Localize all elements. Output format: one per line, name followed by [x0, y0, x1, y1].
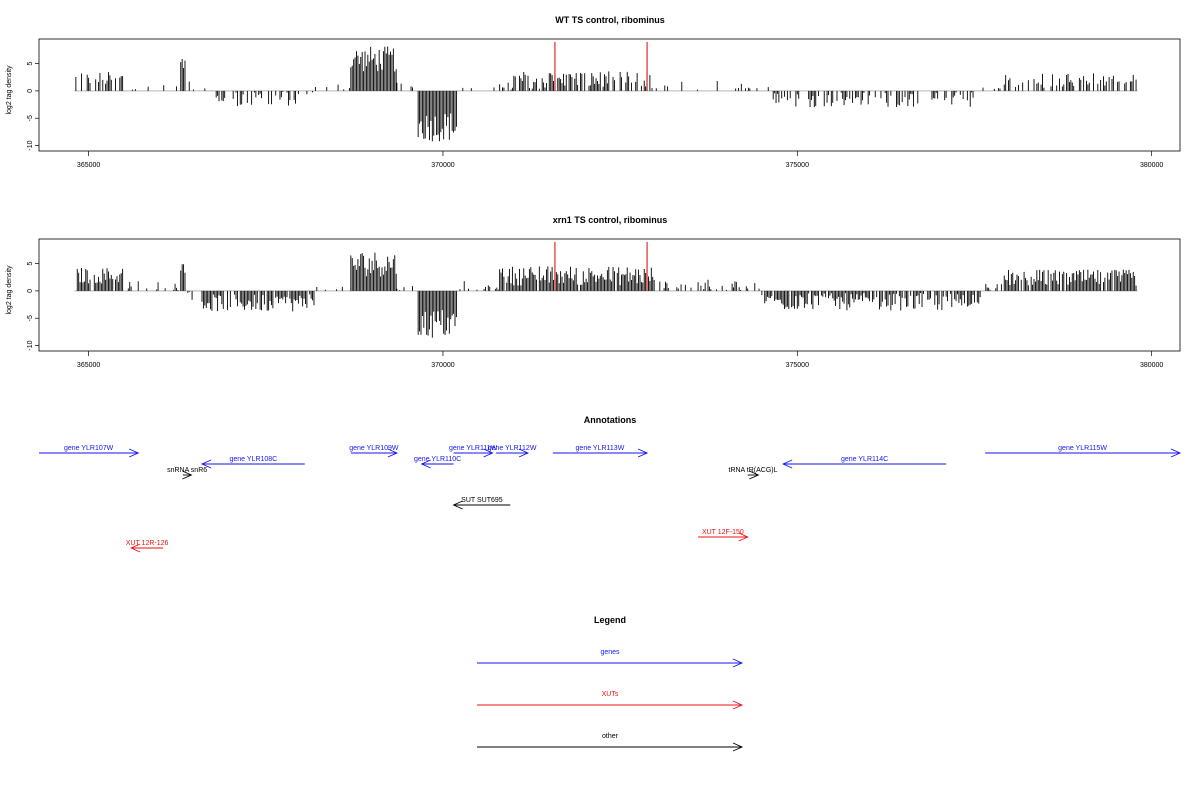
panel-1-ylabel: log2 tag density	[6, 65, 13, 115]
panel-1-frame	[38, 38, 1181, 152]
arrowhead	[732, 658, 744, 668]
panel-1-bars	[74, 46, 1138, 142]
arrowhead	[732, 700, 744, 710]
feature-label: gene YLR115W	[1058, 445, 1107, 452]
y-tick-label: -5	[27, 115, 34, 121]
feature-label: XUT 12F-150	[702, 529, 744, 536]
annotation-feature: tRNA tR(ACG)L	[729, 467, 778, 480]
annotation-feature: snRNA snR6	[167, 467, 207, 480]
feature-label: SUT SUT695	[461, 497, 503, 504]
panel-1-markers	[554, 42, 648, 91]
arrowhead	[182, 470, 193, 480]
panel-2-frame	[38, 238, 1181, 352]
feature-label: gene YLR112W	[488, 445, 537, 452]
panel-1-title: WT TS control, ribominus	[555, 15, 665, 25]
panel-1-y-axis: -10 -5 0 5	[27, 62, 39, 151]
y-tick-label: 0	[27, 289, 34, 293]
x-tick-label: 375000	[786, 162, 809, 169]
panel-2-y-axis: -10 -5 0 5	[27, 262, 39, 351]
annotation-feature: gene YLR107W	[39, 445, 140, 458]
panel-1-x-axis: 365000 370000 375000 380000	[77, 151, 1163, 169]
legend-label: XUTs	[602, 691, 619, 698]
legend-title: Legend	[594, 615, 626, 625]
feature-label: gene YLR109W	[349, 445, 399, 452]
legend-label: genes	[600, 649, 620, 656]
feature-label: gene YLR110C	[414, 456, 461, 463]
arrowhead	[129, 448, 140, 458]
annotation-feature: SUT SUT695	[452, 497, 511, 510]
panel-2-ylabel: log2 tag density	[6, 265, 13, 315]
annotation-feature: gene YLR110C	[414, 456, 461, 469]
legend: genes XUTs other	[477, 649, 744, 752]
arrowhead	[452, 500, 463, 510]
feature-label: tRNA tR(ACG)L	[729, 467, 778, 474]
feature-label: XUT 12R-126	[126, 540, 169, 547]
x-tick-label: 370000	[431, 162, 454, 169]
feature-label: gene YLR108C	[230, 456, 278, 463]
feature-label: gene YLR114C	[841, 456, 888, 463]
annotation-feature: gene YLR115W	[985, 445, 1182, 458]
feature-label: gene YLR107W	[64, 445, 114, 452]
legend-item: other	[477, 733, 744, 752]
x-tick-label: 370000	[431, 362, 454, 369]
annotation-track: gene YLR107W gene YLR108C snRNA snR6 gene Y…	[39, 445, 1182, 553]
annotation-feature: gene YLR114C	[782, 456, 947, 469]
x-tick-label: 375000	[786, 362, 809, 369]
annotation-feature: gene YLR111W	[449, 445, 498, 458]
arrowhead	[200, 459, 212, 469]
feature-label: gene YLR113W	[576, 445, 625, 452]
annotation-feature: gene YLR109W	[349, 445, 399, 458]
legend-item: XUTs	[477, 691, 744, 710]
arrowhead	[518, 448, 530, 458]
panel-2-x-axis: 365000 370000 375000 380000	[77, 351, 1163, 369]
feature-label: snRNA snR6	[167, 467, 207, 474]
panel-2-bars	[74, 252, 1138, 338]
y-tick-label: -5	[27, 315, 34, 321]
x-tick-label: 365000	[77, 162, 100, 169]
x-tick-label: 380000	[1140, 362, 1163, 369]
arrowhead	[637, 448, 649, 458]
arrowhead	[420, 459, 431, 469]
y-tick-label: -10	[27, 340, 34, 350]
arrowhead	[483, 448, 494, 458]
annotation-feature: gene YLR112W	[488, 445, 537, 458]
annotation-feature: gene YLR113W	[552, 445, 649, 458]
arrowhead	[130, 543, 141, 553]
y-tick-label: 0	[27, 89, 34, 93]
annotation-feature: XUT 12R-126	[126, 540, 169, 553]
y-tick-label: 5	[27, 62, 34, 66]
x-tick-label: 365000	[77, 362, 100, 369]
annotation-feature: XUT 12F-150	[698, 529, 749, 542]
x-tick-label: 380000	[1140, 162, 1163, 169]
arrowhead	[782, 459, 793, 469]
legend-label: other	[602, 733, 619, 740]
annotation-feature: gene YLR108C	[200, 456, 305, 469]
y-tick-label: 5	[27, 262, 34, 266]
arrowhead	[732, 742, 744, 752]
panel-2-title: xrn1 TS control, ribominus	[553, 215, 668, 225]
arrowhead	[738, 532, 749, 542]
arrowhead	[387, 448, 398, 458]
y-tick-label: -10	[27, 140, 34, 150]
panel-2-markers	[554, 242, 648, 291]
arrowhead	[1170, 448, 1182, 458]
arrowhead	[749, 470, 760, 480]
legend-item: genes	[477, 649, 744, 668]
feature-label: gene YLR111W	[449, 445, 498, 452]
annotations-title: Annotations	[584, 415, 637, 425]
